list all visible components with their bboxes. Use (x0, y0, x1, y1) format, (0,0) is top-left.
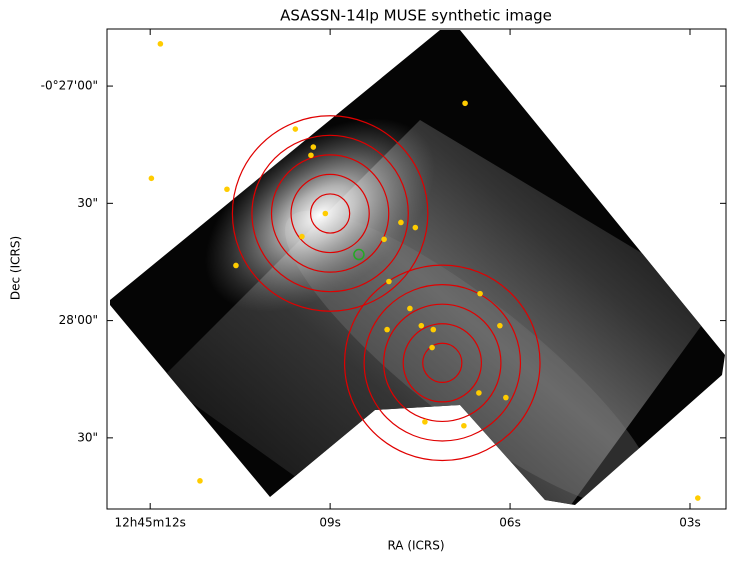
source (503, 394, 509, 401)
aperture-ring (422, 342, 463, 383)
aperture-ring (309, 193, 351, 234)
source (477, 290, 483, 297)
source (308, 152, 314, 159)
target-marker (353, 248, 365, 261)
x-tick-label: 12h45m12s (115, 516, 186, 530)
source (462, 100, 468, 107)
aperture-ring (270, 154, 390, 273)
source (418, 322, 425, 329)
chart-title: ASASSN-14lp MUSE synthetic image (280, 7, 552, 25)
source (412, 224, 419, 231)
source (157, 41, 164, 47)
aperture-ring (383, 303, 502, 423)
source (292, 126, 299, 132)
source (398, 219, 404, 226)
source (299, 233, 305, 240)
source (407, 305, 413, 312)
source (422, 419, 428, 425)
galaxy-image (110, 30, 725, 505)
source (461, 422, 467, 429)
y-tick-label: 30" (77, 430, 98, 444)
source (695, 495, 701, 501)
source (322, 210, 329, 217)
source (310, 144, 317, 150)
aperture-ring (363, 284, 522, 442)
source (197, 478, 203, 484)
source (386, 278, 392, 285)
source (430, 326, 437, 333)
x-tick-label: 03s (679, 516, 701, 530)
source (497, 322, 503, 329)
aperture-ring (402, 323, 482, 403)
source (476, 390, 482, 396)
source (224, 186, 230, 193)
aperture-ring (343, 264, 541, 462)
aperture-ring (231, 115, 429, 312)
y-axis-label: Dec (ICRS) (9, 236, 23, 300)
x-axis-label: RA (ICRS) (387, 539, 444, 553)
plot-frame (106, 28, 727, 510)
aperture-ring (251, 134, 409, 293)
y-tick-label: 28'00" (59, 313, 98, 327)
source (233, 262, 239, 269)
source (384, 326, 390, 333)
source (429, 344, 435, 351)
source (381, 236, 387, 243)
x-tick-label: 06s (499, 516, 521, 530)
y-tick-label: 30" (77, 196, 98, 210)
y-tick-label: -0°27'00" (41, 79, 98, 93)
aperture-ring (290, 173, 370, 254)
x-tick-label: 09s (319, 516, 341, 530)
source (148, 175, 155, 182)
